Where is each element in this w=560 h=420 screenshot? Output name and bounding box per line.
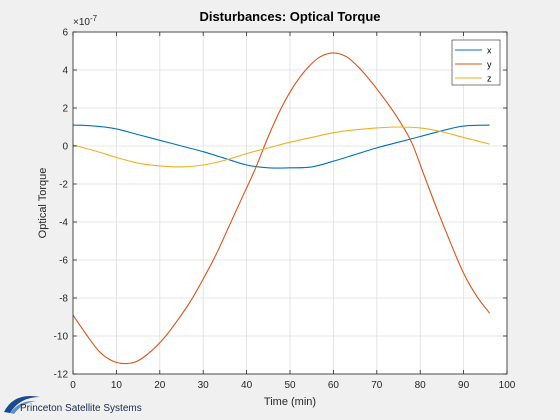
y-exponent-base: ×10 [73, 17, 90, 28]
x-tick-label: 100 [499, 380, 516, 391]
legend-label-x: x [487, 46, 492, 56]
series-line-y [72, 52, 491, 365]
y-axis-label: Optical Torque [37, 168, 49, 239]
series-layer [72, 52, 491, 365]
x-tick-label: 80 [415, 380, 427, 391]
legend-label-y: y [487, 60, 492, 70]
y-tick-label: -10 [54, 332, 69, 343]
x-tick-label: 10 [111, 380, 123, 391]
branding-logo: Princeton Satellite Systems [4, 396, 142, 414]
x-tick-label: 60 [328, 380, 340, 391]
y-tick-label: 2 [62, 104, 68, 115]
y-tick-label: 4 [62, 66, 68, 77]
x-tick-label: 40 [241, 380, 253, 391]
logo-swoosh-icon [4, 396, 40, 413]
company-name: Princeton Satellite Systems [20, 403, 142, 414]
y-tick-label: 6 [62, 28, 68, 39]
tick-labels: 0 10 20 30 40 50 60 70 80 90 100 -12 -10 -8 -6 -4 -2 0 2 4 6 [54, 28, 516, 392]
logo-swoosh-inner-icon [10, 400, 36, 414]
x-tick-label: 70 [371, 380, 383, 391]
y-tick-label: -4 [59, 218, 68, 229]
x-tick-label: 0 [70, 380, 76, 391]
x-tick-label: 20 [154, 380, 166, 391]
chart-title: Disturbances: Optical Torque [199, 9, 380, 24]
y-exponent-label: ×10-7 [73, 14, 98, 28]
x-tick-label: 30 [198, 380, 210, 391]
y-tick-label: 0 [62, 142, 68, 153]
y-tick-label: -12 [54, 370, 69, 381]
y-tick-label: -8 [59, 294, 68, 305]
y-tick-label: -6 [59, 256, 68, 267]
legend-label-z: z [487, 74, 492, 84]
x-tick-label: 90 [458, 380, 470, 391]
series-line-x [72, 124, 490, 169]
x-tick-label: 50 [284, 380, 296, 391]
y-tick-label: -2 [59, 180, 68, 191]
legend[interactable]: xyz [451, 39, 501, 86]
ticks [72, 31, 508, 375]
series-line-z [72, 126, 490, 168]
y-exponent-power: -7 [90, 14, 98, 23]
x-axis-label: Time (min) [264, 396, 316, 408]
